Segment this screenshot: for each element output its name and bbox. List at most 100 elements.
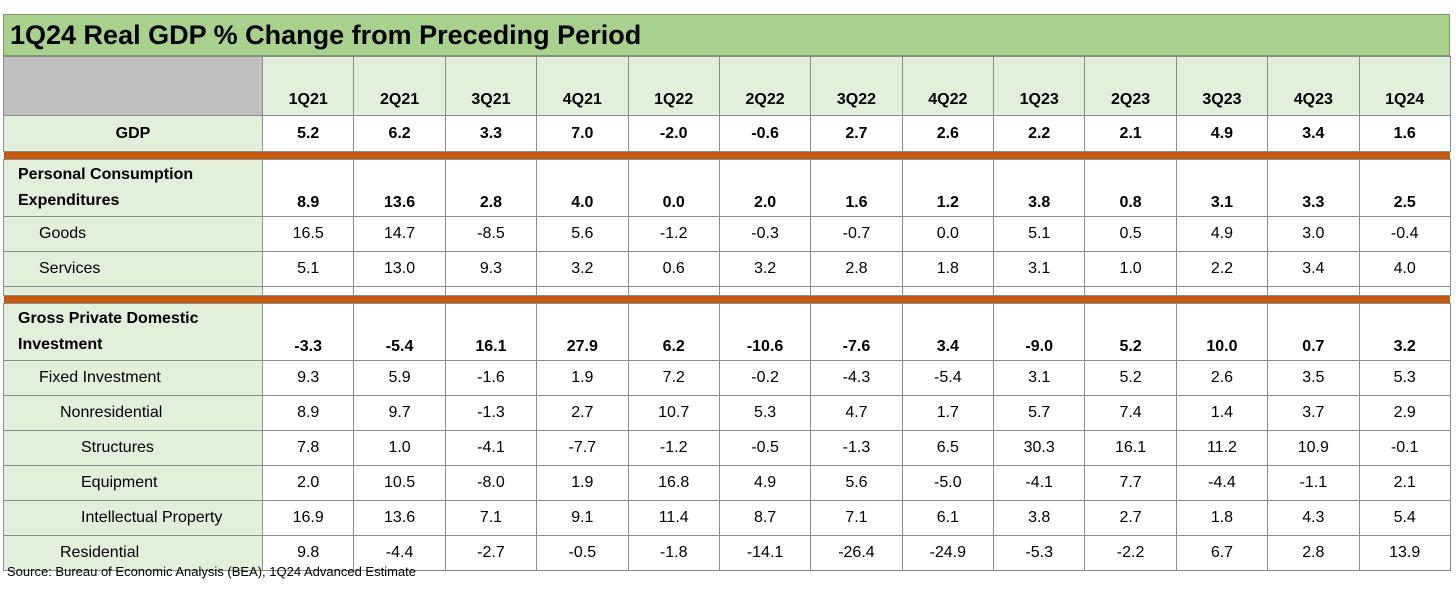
value-cell: 5.2 xyxy=(1084,303,1177,361)
table-row-services: Services 5.1 13.0 9.3 3.2 0.6 3.2 2.8 1.8 3.1 1.0… xyxy=(3,251,1451,287)
value-cell: -8.0 xyxy=(444,465,538,501)
column-header-quarter: 4Q22 xyxy=(901,56,995,116)
value-cell: -1.2 xyxy=(627,216,720,252)
value-cell: 1.0 xyxy=(353,430,446,466)
value-cell: 2.8 xyxy=(810,251,903,287)
value-cell: 3.1 xyxy=(992,251,1086,287)
value-cell: 3.0 xyxy=(1267,216,1360,252)
header-row: 1Q21 2Q21 3Q21 4Q21 1Q22 2Q22 3Q22 4Q22 1Q23 2Q23… xyxy=(3,56,1451,116)
value-cell: -10.6 xyxy=(718,303,812,361)
row-label-nonresidential: Nonresidential xyxy=(3,395,263,431)
value-cell: 30.3 xyxy=(992,430,1086,466)
value-cell: 16.9 xyxy=(261,500,355,536)
column-header-quarter: 4Q23 xyxy=(1267,56,1360,116)
value-cell: 6.2 xyxy=(627,303,720,361)
value-cell: 11.2 xyxy=(1175,430,1269,466)
value-cell: 3.7 xyxy=(1267,395,1360,431)
row-label-pce-line2: Expenditures xyxy=(18,192,120,209)
value-cell: 9.8 xyxy=(261,535,355,571)
value-cell: -1.6 xyxy=(444,360,538,396)
value-cell: 4.0 xyxy=(1358,251,1451,287)
row-label-intellectual-property: Intellectual Property xyxy=(3,500,263,536)
value-cell: 2.7 xyxy=(810,115,903,152)
value-cell: 5.9 xyxy=(353,360,446,396)
value-cell: 7.8 xyxy=(261,430,355,466)
value-cell: 2.8 xyxy=(1267,535,1360,571)
value-cell: 16.1 xyxy=(1084,430,1177,466)
column-header-quarter: 2Q21 xyxy=(353,56,446,116)
value-cell: -0.6 xyxy=(718,115,812,152)
value-cell: 4.9 xyxy=(718,465,812,501)
table-row-intellectual-property: Intellectual Property 16.9 13.6 7.1 9.1 11.4… xyxy=(3,500,1451,536)
value-cell: 4.7 xyxy=(810,395,903,431)
value-cell: -0.7 xyxy=(810,216,903,252)
value-cell: 13.9 xyxy=(1358,535,1451,571)
value-cell: 2.7 xyxy=(536,395,629,431)
value-cell: 1.9 xyxy=(536,360,629,396)
table-row-gdp: GDP 5.2 6.2 3.3 7.0 -2.0 -0.6 2.7 2.6 2.2 2.1 4.9 3… xyxy=(3,115,1451,152)
value-cell: 2.7 xyxy=(1084,500,1177,536)
value-cell: 3.4 xyxy=(901,303,995,361)
value-cell: 5.3 xyxy=(1358,360,1451,396)
value-cell: 2.5 xyxy=(1358,159,1451,217)
table-row-goods: Goods 16.5 14.7 -8.5 5.6 -1.2 -0.3 -0.7 0.0 5.1 0… xyxy=(3,216,1451,252)
value-cell: 27.9 xyxy=(536,303,629,361)
value-cell: -4.4 xyxy=(353,535,446,571)
value-cell: 5.2 xyxy=(261,115,355,152)
value-cell: 7.7 xyxy=(1084,465,1177,501)
value-cell: 4.3 xyxy=(1267,500,1360,536)
value-cell: 16.8 xyxy=(627,465,720,501)
value-cell: 3.3 xyxy=(1267,159,1360,217)
value-cell: 3.4 xyxy=(1267,251,1360,287)
row-label-gpdi: Gross Private Domestic Investment xyxy=(3,303,263,361)
value-cell: 6.1 xyxy=(901,500,995,536)
value-cell: -1.1 xyxy=(1267,465,1360,501)
value-cell: 1.4 xyxy=(1175,395,1269,431)
value-cell: -0.4 xyxy=(1358,216,1451,252)
value-cell: 8.7 xyxy=(718,500,812,536)
value-cell: 10.7 xyxy=(627,395,720,431)
value-cell: -9.0 xyxy=(992,303,1086,361)
value-cell: 4.9 xyxy=(1175,216,1269,252)
value-cell: 2.2 xyxy=(992,115,1086,152)
value-cell: 9.3 xyxy=(444,251,538,287)
table-row-nonresidential: Nonresidential 8.9 9.7 -1.3 2.7 10.7 5.3 4.7 1.… xyxy=(3,395,1451,431)
value-cell: 0.5 xyxy=(1084,216,1177,252)
value-cell: 13.6 xyxy=(353,159,446,217)
table-title: 1Q24 Real GDP % Change from Preceding Pe… xyxy=(3,14,1450,56)
value-cell: 1.7 xyxy=(901,395,995,431)
column-header-quarter: 2Q22 xyxy=(718,56,812,116)
column-header-quarter: 4Q21 xyxy=(536,56,629,116)
value-cell: 4.0 xyxy=(536,159,629,217)
table-row-fixed-investment: Fixed Investment 9.3 5.9 -1.6 1.9 7.2 -0.2 -4.… xyxy=(3,360,1451,396)
value-cell: 3.2 xyxy=(1358,303,1451,361)
value-cell: 1.2 xyxy=(901,159,995,217)
table-row-structures: Structures 7.8 1.0 -4.1 -7.7 -1.2 -0.5 -1.3 6.5… xyxy=(3,430,1451,466)
value-cell: -7.6 xyxy=(810,303,903,361)
column-header-quarter: 2Q23 xyxy=(1084,56,1177,116)
source-note: Source: Bureau of Economic Analysis (BEA… xyxy=(7,564,416,579)
value-cell: 5.1 xyxy=(992,216,1086,252)
value-cell: 2.0 xyxy=(261,465,355,501)
column-header-quarter: 1Q24 xyxy=(1358,56,1451,116)
value-cell: -1.3 xyxy=(810,430,903,466)
value-cell: 2.1 xyxy=(1358,465,1451,501)
value-cell: 3.3 xyxy=(444,115,538,152)
column-header-quarter: 1Q22 xyxy=(627,56,720,116)
column-header-quarter: 1Q23 xyxy=(992,56,1086,116)
value-cell: 5.3 xyxy=(718,395,812,431)
value-cell: 13.6 xyxy=(353,500,446,536)
value-cell: 2.9 xyxy=(1358,395,1451,431)
column-header-quarter: 1Q21 xyxy=(261,56,355,116)
value-cell: -8.5 xyxy=(444,216,538,252)
value-cell: -5.3 xyxy=(992,535,1086,571)
value-cell: 6.2 xyxy=(353,115,446,152)
value-cell: 7.2 xyxy=(627,360,720,396)
value-cell: -0.2 xyxy=(718,360,812,396)
table-row-spacer xyxy=(3,286,1451,296)
value-cell: 9.1 xyxy=(536,500,629,536)
row-label-fixed-investment: Fixed Investment xyxy=(3,360,263,396)
table-row-residential: Residential 9.8 -4.4 -2.7 -0.5 -1.8 -14.1 -26.… xyxy=(3,535,1451,571)
header-corner-cell xyxy=(3,56,263,116)
value-cell: 6.5 xyxy=(901,430,995,466)
